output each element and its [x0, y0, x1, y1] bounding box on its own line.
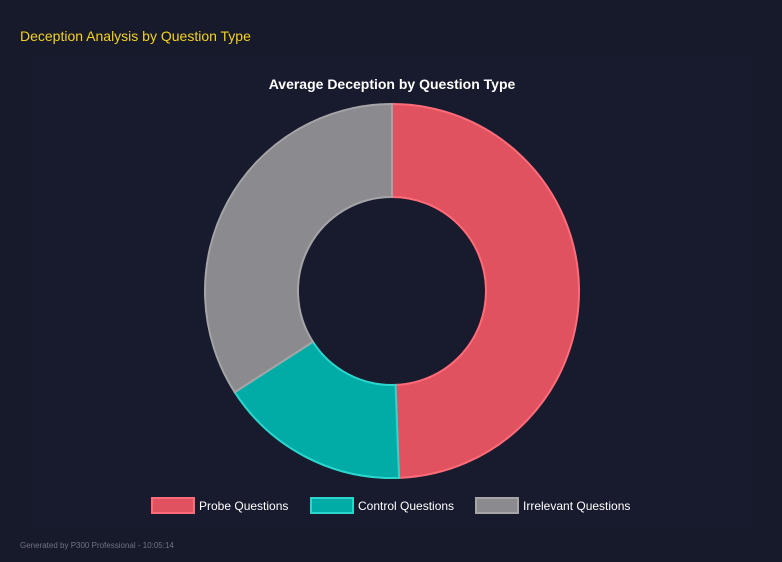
- legend-item[interactable]: Irrelevant Questions: [475, 497, 630, 514]
- footer-text: Generated by P300 Professional - 10:05:1…: [20, 541, 174, 550]
- slice-control-questions[interactable]: [233, 340, 401, 479]
- legend-swatch: [310, 497, 354, 514]
- slice-probe-questions[interactable]: [391, 102, 580, 479]
- legend-swatch: [151, 497, 195, 514]
- legend-item[interactable]: Probe Questions: [151, 497, 288, 514]
- legend-label: Probe Questions: [199, 499, 288, 513]
- page-title: Deception Analysis by Question Type: [20, 28, 251, 44]
- chart-title: Average Deception by Question Type: [269, 76, 516, 92]
- legend-swatch: [475, 497, 519, 514]
- legend-label: Control Questions: [358, 499, 454, 513]
- legend-item[interactable]: Control Questions: [310, 497, 454, 514]
- legend-label: Irrelevant Questions: [523, 499, 630, 513]
- slice-irrelevant-questions[interactable]: [204, 102, 393, 394]
